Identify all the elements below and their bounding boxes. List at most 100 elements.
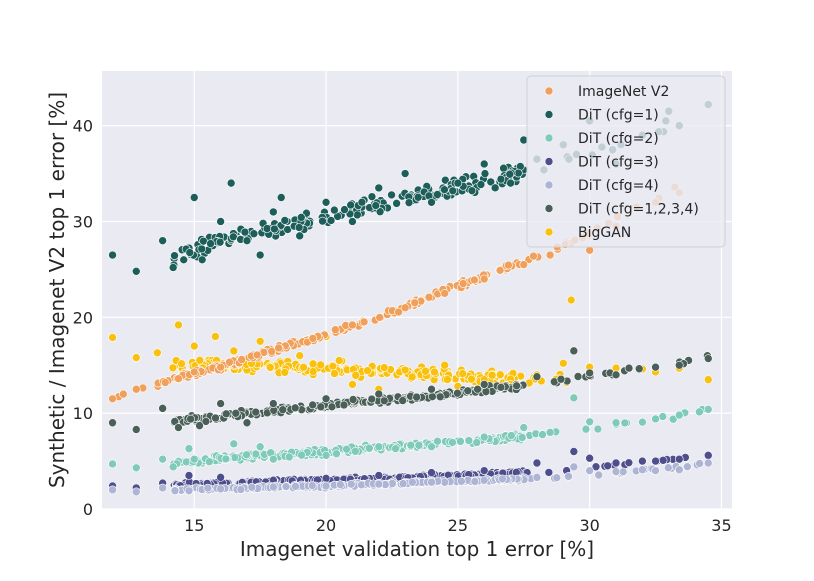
point-dit-cfg-3 (603, 461, 613, 471)
series-4 (108, 458, 713, 497)
point-dit-cfg-4 (638, 465, 647, 475)
point-dit-cfg-1-2-3-4 (479, 380, 489, 389)
point-dit-cfg-2 (703, 405, 713, 414)
point-dit-cfg-1-2-3-4 (216, 399, 225, 408)
point-biggan (316, 360, 325, 370)
point-dit-cfg-1 (480, 169, 490, 178)
point-dit-cfg-1 (199, 236, 208, 246)
point-imagenet-v2 (108, 394, 117, 404)
point-dit-cfg-4 (108, 485, 117, 495)
point-dit-cfg-1-2-3-4 (674, 360, 684, 370)
point-dit-cfg-1 (348, 217, 357, 226)
point-biggan (265, 363, 275, 372)
point-dit-cfg-4 (216, 484, 225, 494)
point-dit-cfg-1 (276, 193, 286, 202)
point-dit-cfg-3 (703, 451, 713, 460)
point-dit-cfg-1 (346, 200, 355, 210)
point-biggan (153, 348, 162, 358)
point-dit-cfg-1-2-3-4 (231, 408, 241, 418)
point-dit-cfg-1 (453, 178, 463, 188)
point-dit-cfg-1 (226, 178, 236, 188)
point-dit-cfg-3 (611, 458, 621, 468)
point-imagenet-v2 (131, 384, 141, 394)
point-biggan (495, 370, 505, 380)
point-biggan (363, 366, 372, 375)
point-dit-cfg-1-2-3-4 (108, 418, 117, 428)
legend-marker (544, 180, 554, 190)
series-5 (108, 346, 713, 434)
point-dit-cfg-2 (620, 418, 630, 428)
point-dit-cfg-1 (189, 193, 199, 202)
point-dit-cfg-1-2-3-4 (585, 368, 594, 378)
point-dit-cfg-2 (427, 442, 436, 452)
point-dit-cfg-4 (346, 479, 356, 489)
point-imagenet-v2 (174, 374, 183, 383)
point-dit-cfg-1 (131, 267, 141, 276)
point-dit-cfg-1-2-3-4 (428, 392, 437, 401)
point-dit-cfg-2 (668, 414, 678, 424)
point-dit-cfg-1 (514, 168, 523, 178)
point-dit-cfg-1-2-3-4 (463, 386, 473, 396)
point-dit-cfg-4 (427, 477, 436, 487)
point-dit-cfg-1 (255, 250, 265, 260)
point-dit-cfg-1 (321, 198, 331, 207)
point-dit-cfg-3 (479, 466, 489, 475)
point-dit-cfg-2 (184, 444, 194, 453)
point-dit-cfg-1 (326, 216, 336, 225)
point-imagenet-v2 (529, 251, 538, 261)
point-biggan (174, 320, 183, 330)
point-dit-cfg-1-2-3-4 (321, 394, 331, 404)
point-biggan (308, 359, 318, 369)
point-dit-cfg-2 (695, 407, 704, 417)
legend-label: DiT (cfg=3) (578, 155, 659, 171)
point-dit-cfg-2 (658, 412, 668, 421)
point-dit-cfg-2 (168, 462, 178, 472)
point-imagenet-v2 (400, 303, 410, 313)
point-dit-cfg-1 (490, 183, 500, 193)
point-dit-cfg-1 (505, 169, 515, 179)
point-dit-cfg-2 (538, 430, 547, 439)
point-dit-cfg-1 (249, 229, 259, 239)
point-dit-cfg-1-2-3-4 (435, 392, 445, 402)
point-dit-cfg-1 (262, 224, 272, 233)
point-dit-cfg-1 (197, 255, 207, 265)
y-tick-label: 20 (73, 308, 93, 327)
point-dit-cfg-1 (179, 255, 189, 265)
point-dit-cfg-2 (406, 440, 416, 450)
point-biggan (308, 367, 318, 376)
point-dit-cfg-1 (392, 199, 401, 208)
point-dit-cfg-1 (357, 197, 367, 207)
point-imagenet-v2 (160, 378, 170, 387)
y-tick-label: 10 (73, 404, 93, 423)
point-imagenet-v2 (119, 389, 128, 399)
point-dit-cfg-2 (456, 437, 465, 446)
point-dit-cfg-2 (611, 418, 621, 428)
point-imagenet-v2 (252, 350, 262, 360)
point-dit-cfg-1-2-3-4 (569, 346, 579, 356)
point-dit-cfg-3 (624, 458, 634, 467)
point-dit-cfg-3 (374, 471, 384, 480)
point-dit-cfg-1 (400, 169, 410, 178)
point-imagenet-v2 (348, 320, 357, 330)
point-dit-cfg-1 (242, 236, 252, 245)
point-dit-cfg-4 (479, 475, 489, 485)
point-dit-cfg-1 (340, 205, 349, 214)
point-biggan (168, 363, 178, 373)
legend-label: DiT (cfg=1) (578, 108, 659, 124)
point-dit-cfg-1-2-3-4 (624, 363, 634, 373)
point-dit-cfg-2 (342, 444, 351, 454)
point-dit-cfg-2 (593, 424, 603, 434)
point-dit-cfg-4 (569, 462, 579, 472)
point-dit-cfg-2 (414, 440, 424, 450)
point-dit-cfg-3 (532, 458, 542, 468)
point-dit-cfg-2 (221, 454, 231, 464)
point-dit-cfg-4 (307, 481, 317, 490)
point-dit-cfg-1 (108, 250, 117, 260)
point-dit-cfg-2 (479, 432, 489, 442)
point-dit-cfg-1 (185, 248, 195, 257)
point-biggan (328, 361, 338, 371)
point-biggan (255, 336, 265, 346)
point-biggan (487, 370, 497, 380)
point-imagenet-v2 (440, 289, 449, 298)
